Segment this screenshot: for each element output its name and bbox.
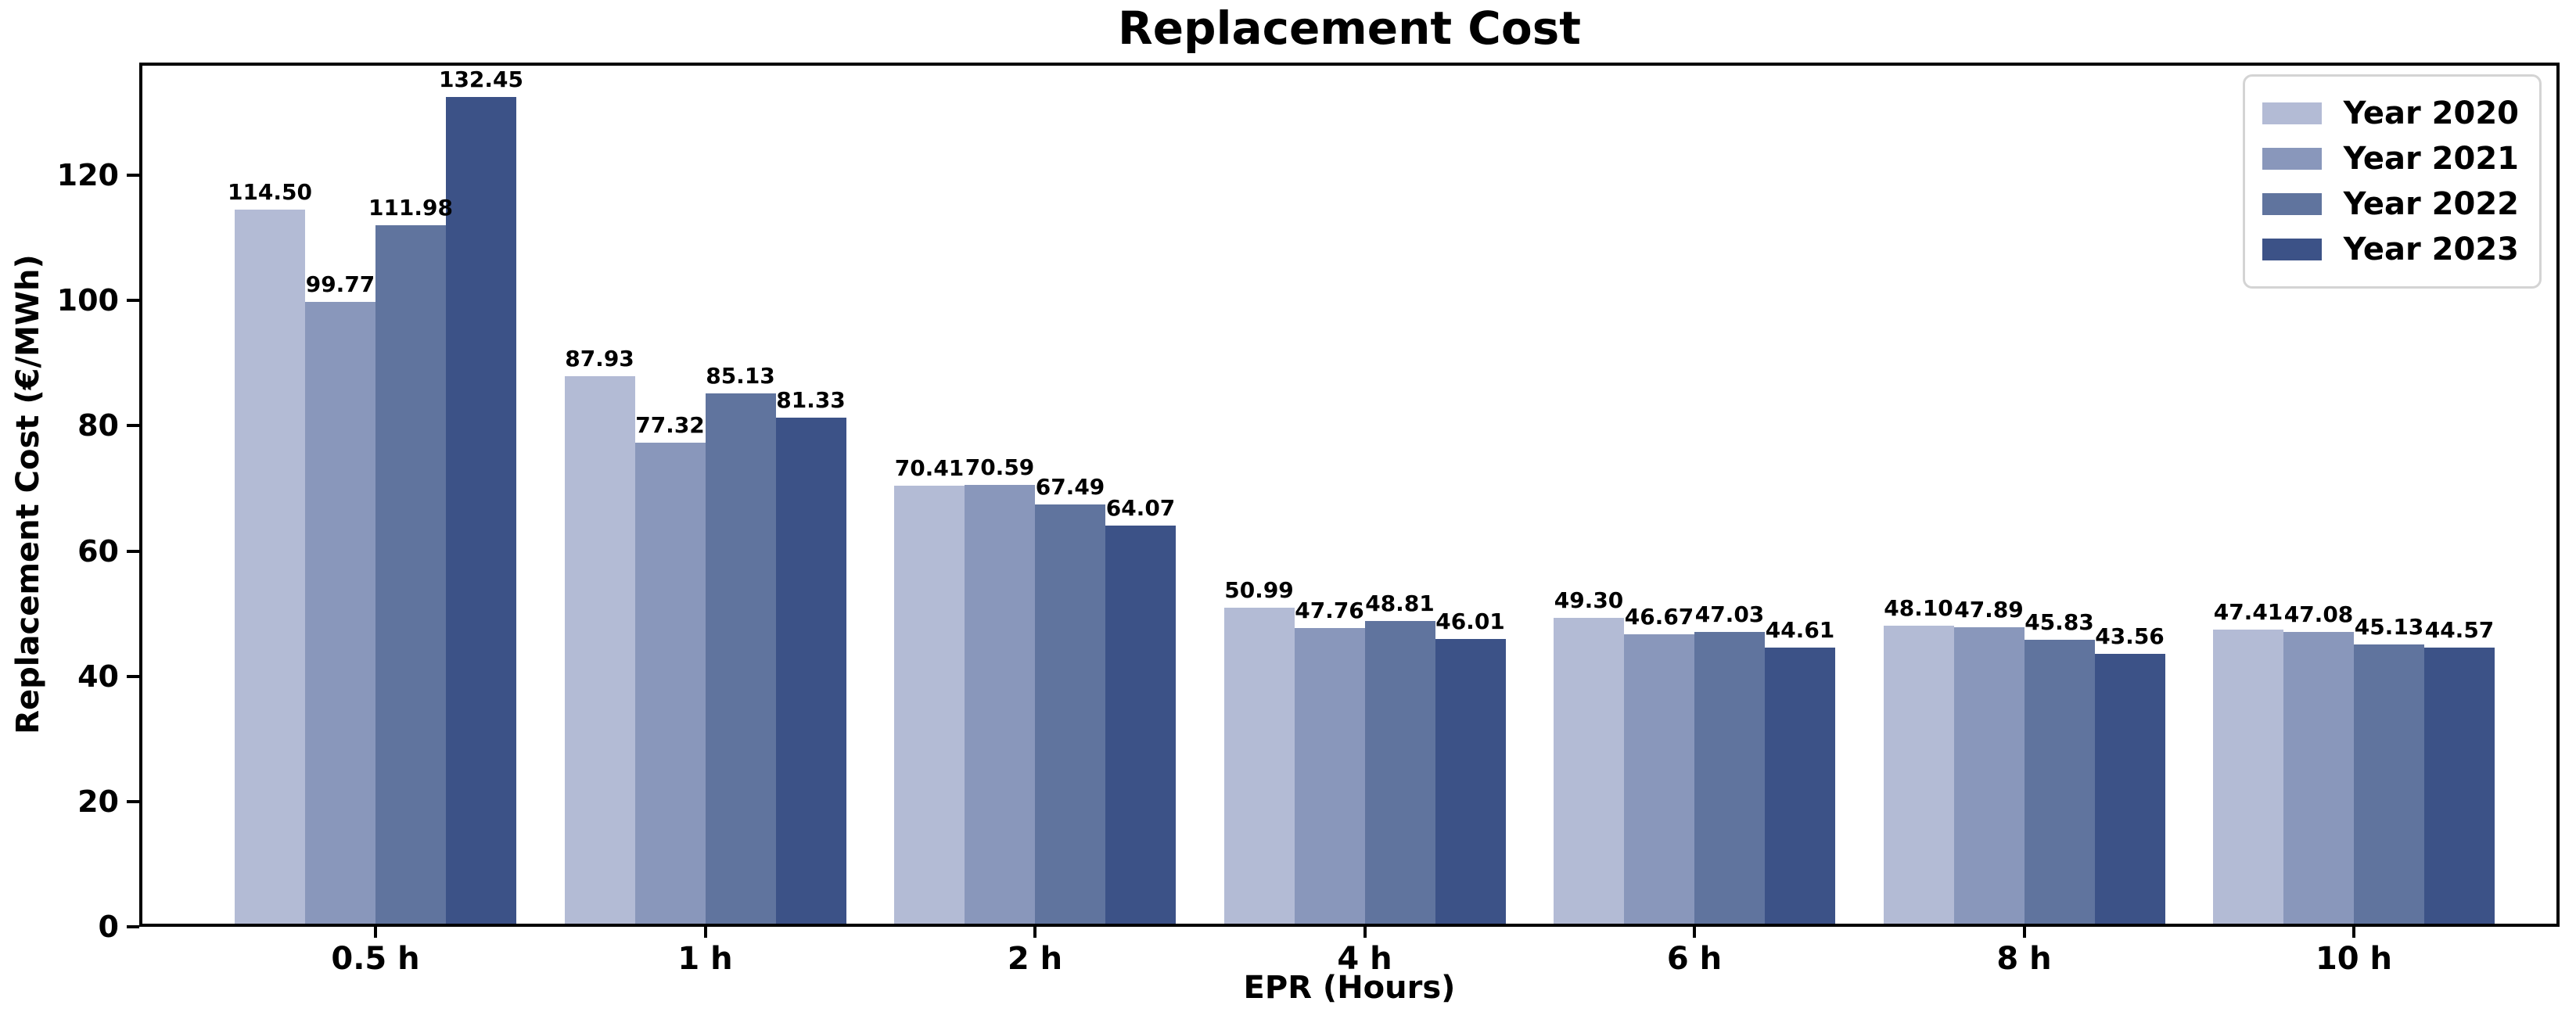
bar [305, 302, 375, 927]
x-tick-label: 1 h [677, 941, 733, 977]
bar-value-label: 50.99 [1224, 576, 1294, 603]
bar [2213, 630, 2283, 927]
bar [634, 442, 706, 927]
bar-value-label: 47.41 [2213, 599, 2283, 626]
bar [965, 484, 1035, 927]
bar [705, 393, 776, 927]
bar [1694, 632, 1765, 927]
y-tick-mark [127, 549, 139, 553]
x-tick-label: 2 h [1007, 941, 1063, 977]
bar-value-label: 87.93 [565, 345, 634, 372]
bar-value-label: 47.76 [1295, 597, 1364, 623]
legend-color-swatch [2262, 102, 2322, 124]
bar-value-label: 43.56 [2095, 623, 2165, 650]
chart-title: Replacement Cost [1118, 2, 1581, 55]
bar-value-label: 48.10 [1884, 594, 1953, 621]
bar-value-label: 64.07 [1105, 494, 1176, 521]
bar [2354, 644, 2424, 927]
bar-value-label: 77.32 [635, 411, 705, 438]
x-tick-label: 6 h [1666, 941, 1723, 977]
x-tick-mark [1693, 927, 1696, 938]
bar-value-label: 85.13 [706, 363, 775, 389]
legend-item: Year 2021 [2262, 141, 2519, 177]
bar-value-label: 47.08 [2283, 601, 2354, 628]
bar-value-label: 47.03 [1694, 601, 1765, 628]
bar-value-label: 47.89 [1954, 596, 2024, 623]
x-tick-mark [1363, 927, 1367, 938]
bars-container: 114.50 99.77 111.98 132.45 87.93 77.32 85.13 81… [139, 63, 2560, 927]
legend-color-swatch [2262, 193, 2322, 215]
legend-item-label: Year 2022 [2343, 186, 2519, 222]
legend-item-label: Year 2021 [2343, 141, 2519, 177]
bar-value-label: 114.50 [227, 179, 313, 206]
bar-value-label: 70.59 [965, 454, 1035, 480]
bar [1435, 638, 1506, 927]
x-axis-label: EPR (Hours) [1243, 970, 1456, 1006]
bar [1223, 607, 1295, 927]
legend-item: Year 2023 [2262, 232, 2519, 267]
bar [2094, 654, 2165, 927]
x-tick-mark [2352, 927, 2355, 938]
y-tick-mark [127, 174, 139, 178]
bar [1035, 504, 1105, 927]
y-tick-mark [127, 674, 139, 678]
bar-value-label: 111.98 [368, 195, 454, 221]
bar-value-label: 46.67 [1624, 604, 1694, 630]
x-tick-mark [2022, 927, 2026, 938]
bar [1624, 634, 1694, 927]
x-tick-label: 0.5 h [331, 941, 420, 977]
bar-value-label: 67.49 [1035, 473, 1105, 500]
bar-value-label: 48.81 [1365, 590, 1435, 617]
bar [2424, 648, 2495, 927]
x-tick-mark [703, 927, 707, 938]
legend: Year 2020 Year 2021 Year 2022 Year 2023 [2242, 74, 2542, 289]
bar [1765, 647, 1835, 927]
bar [235, 210, 305, 927]
y-tick-mark [127, 299, 139, 303]
bar-value-label: 44.61 [1765, 616, 1835, 643]
y-tick-label: 20 [77, 784, 119, 819]
legend-color-swatch [2262, 148, 2322, 170]
bar-value-label: 132.45 [438, 66, 524, 93]
bar-value-label: 44.57 [2424, 617, 2495, 644]
bar [2283, 632, 2354, 927]
y-tick-label: 120 [56, 158, 119, 193]
bar [564, 375, 635, 927]
bar [2024, 640, 2095, 927]
bar [1554, 618, 1624, 927]
bar [1953, 626, 2025, 927]
bar-value-label: 46.01 [1435, 608, 1505, 634]
y-tick-mark [127, 799, 139, 803]
legend-item-label: Year 2020 [2343, 95, 2519, 131]
bar [1294, 627, 1365, 927]
legend-item: Year 2022 [2262, 186, 2519, 222]
bar [1883, 625, 1954, 927]
bar-value-label: 49.30 [1554, 587, 1624, 614]
x-tick-label: 10 h [2315, 941, 2393, 977]
bar-value-label: 70.41 [894, 455, 965, 482]
bar [1364, 621, 1435, 927]
y-tick-mark [127, 424, 139, 428]
bar-value-label: 99.77 [305, 271, 375, 298]
legend-item-label: Year 2023 [2343, 232, 2519, 267]
bar-value-label: 45.13 [2354, 613, 2424, 640]
legend-color-swatch [2262, 239, 2322, 260]
x-tick-label: 8 h [1996, 941, 2052, 977]
bar [375, 225, 446, 927]
x-tick-mark [374, 927, 377, 938]
bar [1105, 525, 1176, 927]
y-tick-mark [127, 925, 139, 928]
bar [894, 486, 965, 927]
y-tick-label: 0 [98, 910, 119, 944]
bar [446, 97, 516, 927]
bar [775, 417, 846, 927]
bar-value-label: 45.83 [2025, 609, 2094, 636]
plot-area: 114.50 99.77 111.98 132.45 87.93 77.32 85.13 81… [139, 63, 2560, 927]
x-tick-mark [1033, 927, 1037, 938]
bar-value-label: 81.33 [776, 386, 846, 413]
legend-item: Year 2020 [2262, 95, 2519, 131]
y-axis-label: Replacement Cost (€/MWh) [10, 254, 46, 734]
